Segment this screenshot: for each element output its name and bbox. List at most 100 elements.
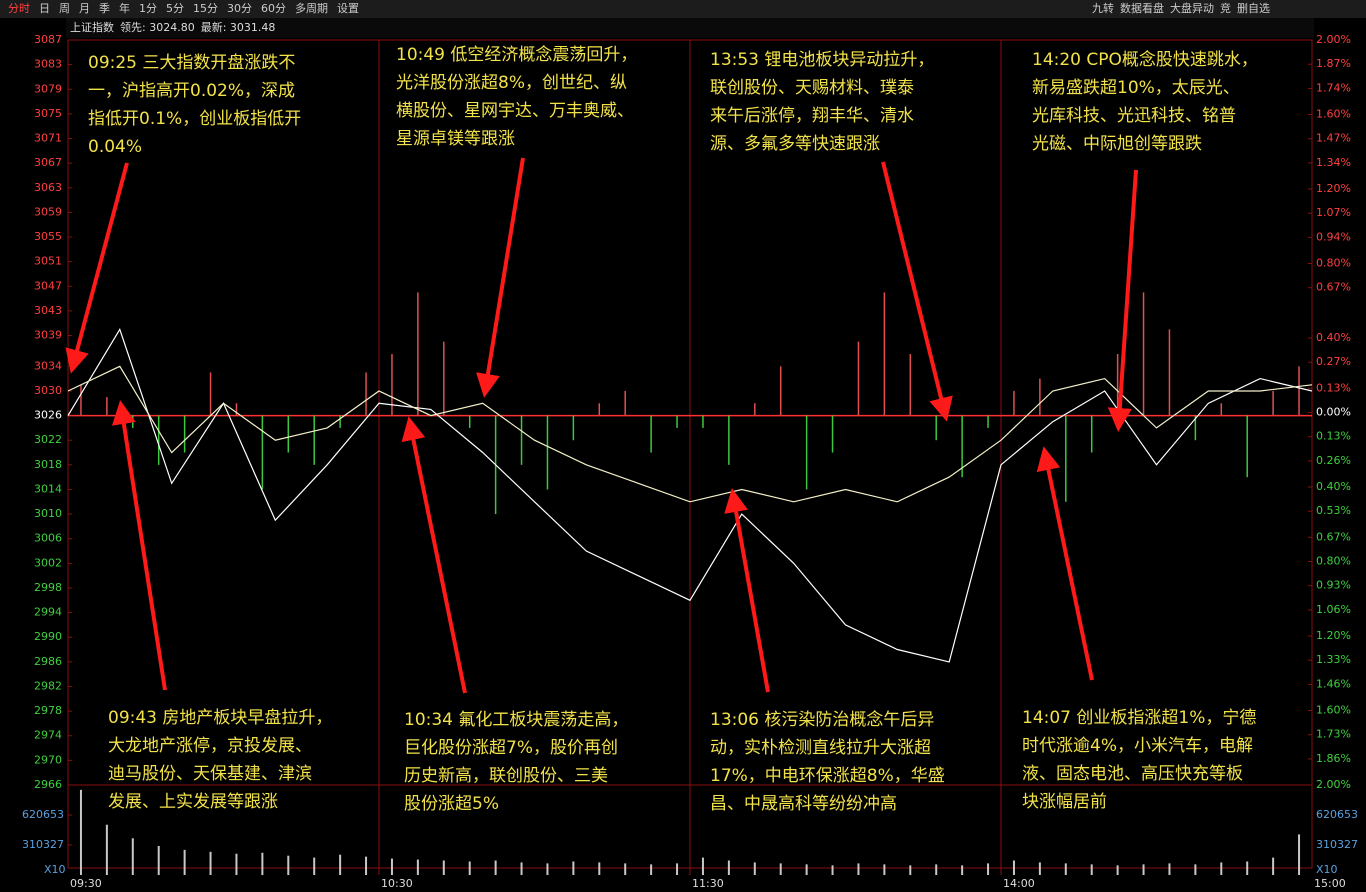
y-tick-label: 3079 (34, 82, 62, 95)
toolbar-tab[interactable]: 周 (59, 2, 70, 15)
y2-tick-label: 0.40% (1316, 480, 1351, 493)
y-tick-label: 2978 (34, 704, 62, 717)
y2-tick-label: 1.46% (1316, 677, 1351, 690)
y2-tick-label: 1.60% (1316, 108, 1351, 121)
annotation: 光磁、中际旭创等跟跌 (1032, 134, 1202, 154)
toolbar-tab[interactable]: 设置 (337, 2, 359, 15)
y-tick-label: 3030 (34, 384, 62, 397)
annotation: 10:49 低空经济概念震荡回升， (396, 44, 637, 65)
annotation: 时代涨逾4%，小米汽车，电解 (1022, 736, 1253, 756)
y2-tick-label: 1.60% (1316, 704, 1351, 717)
toolbar-button[interactable]: 删自选 (1237, 2, 1270, 15)
y-tick-label: 3039 (34, 329, 62, 342)
annotation: 09:25 三大指数开盘涨跌不 (88, 53, 295, 73)
y-tick-label: 3075 (34, 107, 62, 120)
y2-tick-label: 0.27% (1316, 355, 1351, 368)
y-tick-label: 2994 (34, 606, 62, 619)
y2-tick-label: 0.00% (1316, 406, 1351, 419)
price-line (67, 365, 1313, 503)
y-tick-label: 3083 (34, 58, 62, 71)
toolbar-tab[interactable]: 年 (119, 1, 130, 15)
y2-tick-label: 0.26% (1316, 454, 1351, 467)
y-tick-label: 2966 (34, 778, 62, 791)
y2-tick-label: 2.00% (1316, 778, 1351, 791)
toolbar-tab[interactable]: 分时 (8, 2, 30, 15)
info-bar (66, 18, 1314, 38)
toolbar-tab[interactable]: 日 (39, 2, 50, 15)
toolbar-tab[interactable]: 多周期 (295, 1, 328, 15)
y2-tick-label: 0.80% (1316, 257, 1351, 270)
y-tick-label: 3022 (34, 433, 62, 446)
annotation: 迪马股份、天保基建、津滨 (108, 764, 312, 784)
y-tick-label: 3055 (34, 230, 62, 243)
toolbar-button[interactable]: 数据看盘 (1120, 1, 1164, 15)
y-tick-label: 3002 (34, 556, 62, 569)
annotation: 光库科技、光迅科技、铭普 (1032, 106, 1236, 126)
toolbar-button[interactable]: 竞 (1220, 1, 1231, 15)
toolbar-button[interactable]: 九转 (1092, 1, 1114, 15)
y2-tick-label: 0.80% (1316, 555, 1351, 568)
toolbar-button[interactable]: 大盘异动 (1170, 1, 1214, 15)
toolbar-tab[interactable]: 月 (79, 2, 90, 15)
y-tick-label: 3014 (34, 482, 62, 495)
annotation: 源、多氟多等快速跟涨 (710, 134, 880, 154)
annotation: 13:06 核污染防治概念午后异 (710, 709, 934, 730)
y-tick-label: 2990 (34, 630, 62, 643)
arrow (881, 161, 953, 422)
toolbar-tab[interactable]: 60分 (261, 2, 286, 15)
annotation: 联创股份、天赐材料、璞泰 (710, 78, 914, 98)
x-tick-label: 09:30 (70, 877, 102, 890)
volume-unit: X10 (44, 863, 66, 876)
y2-tick-label: 0.93% (1316, 579, 1351, 592)
y2-tick-label: 0.13% (1316, 430, 1351, 443)
annotation: 14:07 创业板指涨超1%，宁德 (1022, 708, 1256, 728)
y-tick-label: 3034 (34, 359, 62, 372)
arrow (1036, 446, 1094, 681)
y2-tick-label: 1.87% (1316, 57, 1351, 70)
y-tick-label: 3059 (34, 205, 62, 218)
toolbar (0, 0, 1366, 18)
price-line (67, 327, 1313, 663)
y-tick-label: 3087 (34, 33, 62, 46)
y-tick-label: 3026 (34, 409, 62, 422)
info-text: 领先: 3024.80 (120, 21, 195, 34)
arrow (724, 488, 770, 693)
volume-unit: X10 (1316, 863, 1338, 876)
y2-tick-label: 1.07% (1316, 206, 1351, 219)
y2-tick-label: 2.00% (1316, 33, 1351, 46)
arrow (476, 157, 525, 398)
annotation: 0.04% (88, 137, 142, 157)
x-tick-label: 14:00 (1003, 877, 1035, 890)
annotation: 历史新高，联创股份、三美 (404, 766, 608, 786)
y2-tick-label: 0.13% (1316, 381, 1351, 394)
toolbar-tab[interactable]: 1分 (139, 2, 157, 15)
toolbar-tab[interactable]: 30分 (227, 2, 252, 15)
annotation: 横股份、星网宇达、万丰奥威、 (396, 101, 634, 121)
y-tick-label: 2986 (34, 655, 62, 668)
toolbar-tab[interactable]: 5分 (166, 2, 184, 15)
y2-tick-label: 1.86% (1316, 752, 1351, 765)
annotation: 股份涨超5% (404, 794, 499, 814)
y-tick-label: 2970 (34, 753, 62, 766)
info-text: 最新: 3031.48 (201, 20, 276, 34)
annotation: 星源卓镁等跟涨 (396, 129, 515, 149)
arrow (111, 400, 167, 691)
y-tick-label: 3006 (34, 532, 62, 545)
annotation: 大龙地产涨停，京投发展、 (108, 736, 312, 756)
y-tick-label: 2982 (34, 679, 62, 692)
arrow (1107, 169, 1138, 432)
toolbar-tab[interactable]: 15分 (193, 2, 218, 15)
volume-tick-label: 620653 (1316, 808, 1358, 821)
annotation: 09:43 房地产板块早盘拉升， (108, 708, 332, 728)
x-tick-label: 15:00 (1314, 877, 1346, 890)
annotation: 10:34 氟化工板块震荡走高， (404, 710, 628, 730)
annotation: 新易盛跌超10%，太辰光、 (1032, 78, 1240, 98)
annotation: 发展、上实发展等跟涨 (108, 792, 278, 812)
info-text: 上证指数 (70, 20, 114, 34)
annotation: 巨化股份涨超7%，股价再创 (404, 738, 618, 758)
volume-tick-label: 310327 (1316, 838, 1358, 851)
y-tick-label: 3043 (34, 304, 62, 317)
toolbar-tab[interactable]: 季 (99, 2, 110, 15)
y-tick-label: 3010 (34, 507, 62, 520)
